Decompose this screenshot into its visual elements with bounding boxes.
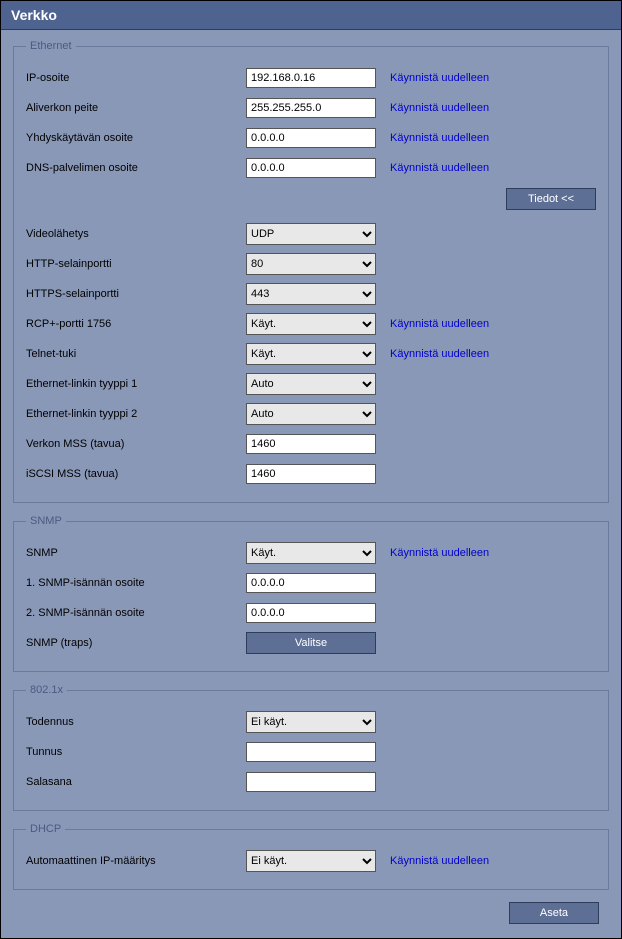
auth-label: Todennus	[26, 716, 246, 728]
telnet-select[interactable]: Käyt.	[246, 343, 376, 365]
snmp-legend: SNMP	[26, 515, 66, 527]
link2-label: Ethernet-linkin tyyppi 2	[26, 408, 246, 420]
snmp-mode-select[interactable]: Käyt.	[246, 542, 376, 564]
gateway-label: Yhdyskäytävän osoite	[26, 132, 246, 144]
snmp-group: SNMP SNMP Käyt. Käynnistä uudelleen 1. S…	[13, 515, 609, 672]
dns-input[interactable]	[246, 158, 376, 178]
ip-restart-hint: Käynnistä uudelleen	[390, 72, 489, 84]
subnet-label: Aliverkon peite	[26, 102, 246, 114]
dhcp-group: DHCP Automaattinen IP-määritys Ei käyt. …	[13, 823, 609, 890]
snmp-traps-button[interactable]: Valitse	[246, 632, 376, 654]
dhcp-auto-select[interactable]: Ei käyt.	[246, 850, 376, 872]
panel-body: Ethernet IP-osoite Käynnistä uudelleen A…	[1, 30, 621, 938]
link2-select[interactable]: Auto	[246, 403, 376, 425]
dns-label: DNS-palvelimen osoite	[26, 162, 246, 174]
link1-label: Ethernet-linkin tyyppi 1	[26, 378, 246, 390]
dhcp-auto-label: Automaattinen IP-määritys	[26, 855, 246, 867]
rcp-select[interactable]: Käyt.	[246, 313, 376, 335]
ethernet-legend: Ethernet	[26, 40, 76, 52]
page-title: Verkko	[1, 1, 621, 30]
dns-restart-hint: Käynnistä uudelleen	[390, 162, 489, 174]
network-panel: Verkko Ethernet IP-osoite Käynnistä uude…	[0, 0, 622, 939]
user-label: Tunnus	[26, 746, 246, 758]
dhcp-legend: DHCP	[26, 823, 65, 835]
https-label: HTTPS-selainportti	[26, 288, 246, 300]
iscsi-mss-input[interactable]	[246, 464, 376, 484]
gateway-input[interactable]	[246, 128, 376, 148]
mss-input[interactable]	[246, 434, 376, 454]
ethernet-group: Ethernet IP-osoite Käynnistä uudelleen A…	[13, 40, 609, 503]
gateway-restart-hint: Käynnistä uudelleen	[390, 132, 489, 144]
subnet-input[interactable]	[246, 98, 376, 118]
telnet-restart-hint: Käynnistä uudelleen	[390, 348, 489, 360]
set-button[interactable]: Aseta	[509, 902, 599, 924]
pass-input[interactable]	[246, 772, 376, 792]
dhcp-restart-hint: Käynnistä uudelleen	[390, 855, 489, 867]
mss-label: Verkon MSS (tavua)	[26, 438, 246, 450]
rcp-restart-hint: Käynnistä uudelleen	[390, 318, 489, 330]
dot1x-group: 802.1x Todennus Ei käyt. Tunnus Salasana	[13, 684, 609, 811]
snmp-host1-label: 1. SNMP-isännän osoite	[26, 577, 246, 589]
pass-label: Salasana	[26, 776, 246, 788]
link1-select[interactable]: Auto	[246, 373, 376, 395]
http-select[interactable]: 80	[246, 253, 376, 275]
https-select[interactable]: 443	[246, 283, 376, 305]
ip-label: IP-osoite	[26, 72, 246, 84]
auth-select[interactable]: Ei käyt.	[246, 711, 376, 733]
ip-input[interactable]	[246, 68, 376, 88]
snmp-host2-input[interactable]	[246, 603, 376, 623]
dot1x-legend: 802.1x	[26, 684, 67, 696]
snmp-traps-label: SNMP (traps)	[26, 637, 246, 649]
subnet-restart-hint: Käynnistä uudelleen	[390, 102, 489, 114]
http-label: HTTP-selainportti	[26, 258, 246, 270]
telnet-label: Telnet-tuki	[26, 348, 246, 360]
rcp-label: RCP+-portti 1756	[26, 318, 246, 330]
iscsi-mss-label: iSCSI MSS (tavua)	[26, 468, 246, 480]
details-button[interactable]: Tiedot <<	[506, 188, 596, 210]
snmp-host2-label: 2. SNMP-isännän osoite	[26, 607, 246, 619]
snmp-mode-label: SNMP	[26, 547, 246, 559]
snmp-restart-hint: Käynnistä uudelleen	[390, 547, 489, 559]
videotx-select[interactable]: UDP	[246, 223, 376, 245]
snmp-host1-input[interactable]	[246, 573, 376, 593]
videotx-label: Videolähetys	[26, 228, 246, 240]
user-input[interactable]	[246, 742, 376, 762]
